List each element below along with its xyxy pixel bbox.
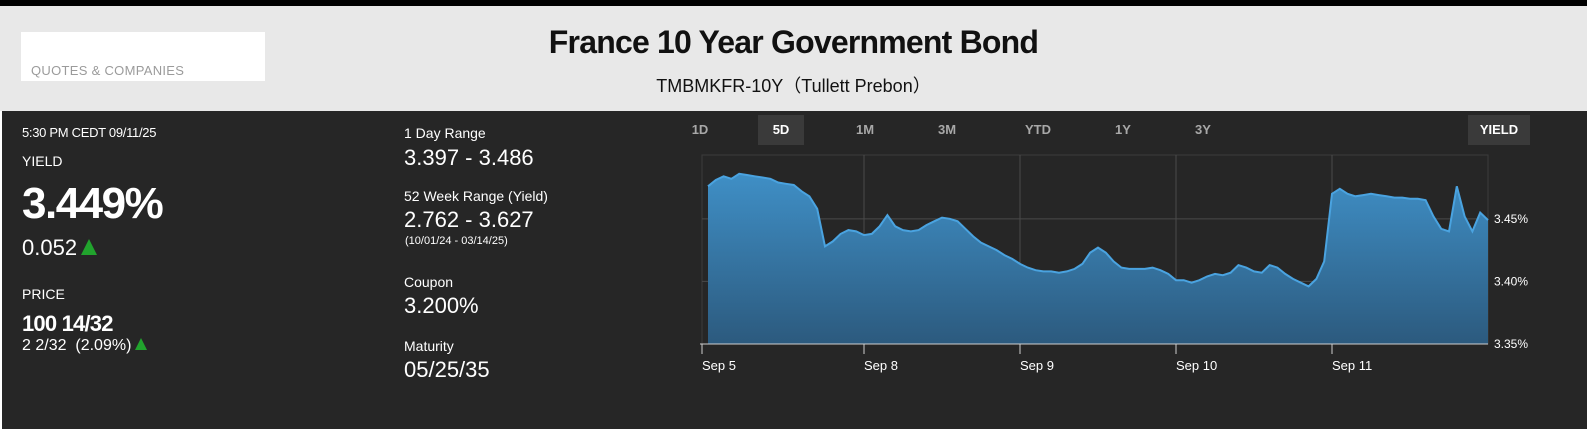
coupon-label: Coupon (404, 274, 454, 290)
x-tick-label: Sep 10 (1176, 358, 1217, 373)
tab-ytd[interactable]: YTD (1025, 122, 1051, 137)
yield-change: 0.052 (22, 235, 98, 261)
yield-change-value: 0.052 (22, 235, 78, 260)
page-header: QUOTES & COMPANIES France 10 Year Govern… (0, 6, 1587, 111)
yield-button[interactable]: YIELD (1468, 115, 1530, 145)
tab-3y[interactable]: 3Y (1195, 122, 1211, 137)
y-tick-label: 3.40% (1494, 274, 1528, 288)
quotes-search-box[interactable]: QUOTES & COMPANIES (21, 32, 265, 81)
top-border (0, 0, 1587, 6)
day-range-label: 1 Day Range (404, 125, 486, 141)
yield-area (708, 173, 1488, 344)
coupon-value: 3.200% (404, 293, 479, 318)
price-change-value: 2 2/32 (2.09%) (22, 337, 132, 354)
yield-value: 3.449% (22, 179, 164, 228)
y-tick-label: 3.35% (1494, 337, 1528, 351)
yield-chart[interactable]: Sep 5 Sep 8 Sep 9 Sep 10 Sep 11 3.45% 3.40% 3.3… (2, 111, 1587, 429)
yield-line (707, 172, 1489, 288)
timestamp: 5:30 PM CEDT 09/11/25 (22, 125, 157, 140)
maturity-label: Maturity (404, 338, 454, 354)
up-arrow-icon (81, 239, 98, 255)
maturity-value: 05/25/35 (404, 357, 490, 382)
quote-panel: 5:30 PM CEDT 09/11/25 YIELD 3.449% 0.052… (2, 111, 1587, 429)
up-arrow-icon (135, 338, 148, 350)
tab-1y[interactable]: 1Y (1115, 122, 1131, 137)
price-change: 2 2/32 (2.09%) (22, 337, 148, 355)
page-subtitle: TMBMKFR-10Y（Tullett Prebon） (656, 76, 931, 96)
week52-value: 2.762 - 3.627 (404, 207, 534, 232)
x-tick-label: Sep 8 (864, 358, 898, 373)
tab-3m[interactable]: 3M (937, 122, 957, 137)
price-value: 100 14/32 (22, 311, 113, 336)
day-range-value: 3.397 - 3.486 (404, 145, 534, 170)
page-title: France 10 Year Government Bond (548, 24, 1039, 60)
x-tick-label: Sep 11 (1332, 358, 1372, 373)
search-label: QUOTES & COMPANIES (31, 63, 185, 78)
y-tick-label: 3.45% (1494, 212, 1528, 226)
week52-dates: (10/01/24 - 03/14/25) (405, 235, 508, 247)
yield-label: YIELD (22, 153, 63, 169)
x-tick-label: Sep 5 (702, 358, 736, 373)
tab-1m[interactable]: 1M (855, 122, 875, 137)
tab-1d[interactable]: 1D (691, 122, 709, 137)
x-tick-label: Sep 9 (1020, 358, 1054, 373)
price-label: PRICE (22, 286, 65, 302)
week52-label: 52 Week Range (Yield) (404, 188, 548, 204)
tab-5d[interactable]: 5D (758, 115, 804, 145)
